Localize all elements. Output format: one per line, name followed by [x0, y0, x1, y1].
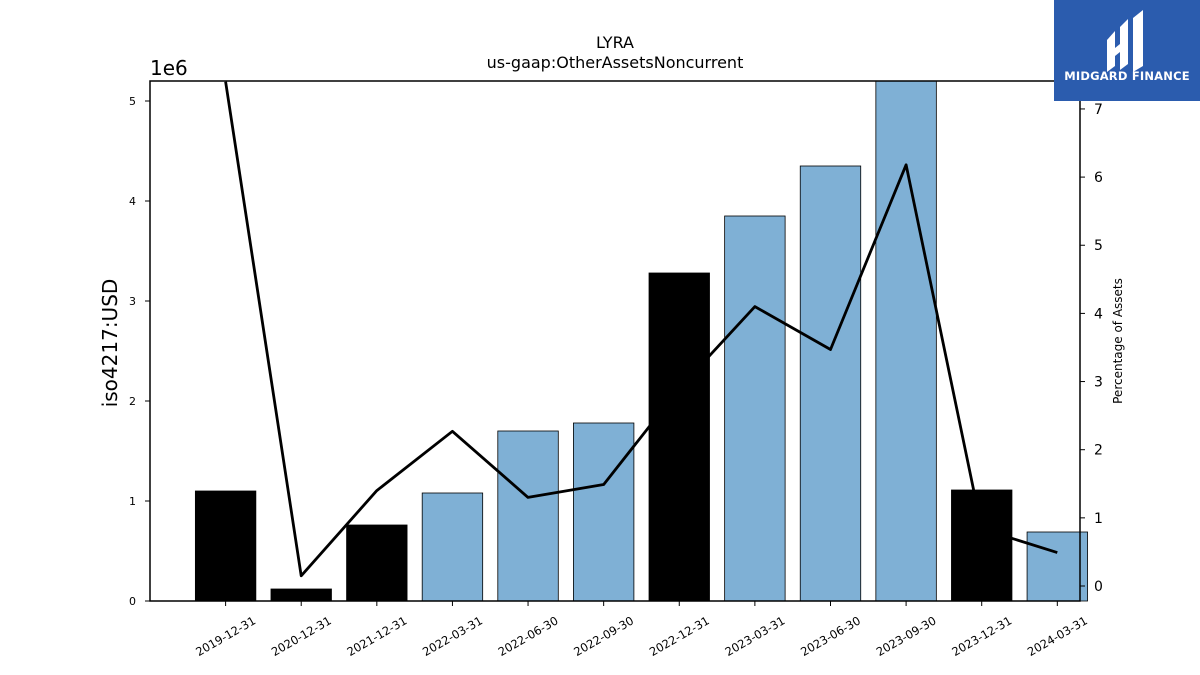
y2-tick-label: 1	[1094, 511, 1103, 527]
y2-tick-label: 2	[1094, 443, 1103, 459]
x-tick-label: 2023-09-30	[874, 613, 939, 659]
x-tick-label: 2021-12-31	[344, 613, 409, 659]
bar-2023-03-31	[724, 215, 786, 602]
y2-tick-label: 7	[1094, 102, 1103, 118]
bar-2023-09-30	[875, 80, 937, 602]
x-tick-label: 2019-12-31	[193, 613, 258, 659]
y-offset-label: 1e6	[150, 56, 188, 80]
logo-mark-icon	[1107, 10, 1143, 72]
y2-tick-label: 0	[1094, 579, 1103, 595]
x-tick-label: 2022-09-30	[571, 613, 636, 659]
bar-2022-12-31	[648, 272, 710, 602]
bar-2019-12-31	[194, 490, 257, 602]
bar-2022-06-30	[497, 430, 559, 602]
x-tick-label: 2020-12-31	[269, 613, 334, 659]
x-tick-label: 2023-06-30	[798, 613, 863, 659]
bar-2023-06-30	[799, 165, 862, 602]
y-tick-label: 2	[129, 395, 136, 408]
y2-tick-label: 3	[1094, 375, 1103, 391]
bar-2023-12-31	[951, 489, 1013, 602]
y-tick-label: 0	[129, 595, 136, 608]
midgard-finance-logo: MIDGARD FINANCE	[1054, 0, 1200, 101]
y-tick-label: 3	[129, 295, 136, 308]
x-tick-label: 2022-12-31	[647, 613, 712, 659]
chart-title: LYRA	[596, 33, 634, 52]
y2-tick-label: 5	[1094, 238, 1103, 254]
y2-axis-label: Percentage of Assets	[1111, 278, 1125, 404]
percentage-line	[224, 81, 1058, 578]
x-tick-label: 2023-03-31	[722, 613, 787, 659]
y-tick-label: 1	[129, 495, 136, 508]
x-tick-label: 2023-12-31	[949, 613, 1014, 659]
y2-tick-label: 6	[1094, 170, 1103, 186]
bar-2022-09-30	[573, 422, 635, 602]
plot-frame	[149, 80, 1081, 602]
bar-2020-12-31	[270, 588, 332, 602]
bar-2022-03-31	[421, 492, 484, 602]
y-tick-label: 5	[129, 95, 136, 108]
logo-text: MIDGARD FINANCE	[1064, 69, 1190, 83]
bar-2024-03-31	[1026, 531, 1088, 602]
y-axis-label: iso4217:USD	[98, 279, 122, 408]
bar-2021-12-31	[346, 524, 408, 602]
x-tick-label: 2024-03-31	[1025, 613, 1090, 659]
y2-tick-label: 4	[1094, 306, 1103, 322]
x-tick-label: 2022-03-31	[420, 613, 485, 659]
chart-subtitle: us-gaap:OtherAssetsNoncurrent	[487, 53, 744, 72]
x-tick-label: 2022-06-30	[496, 613, 561, 659]
y-tick-label: 4	[129, 195, 136, 208]
